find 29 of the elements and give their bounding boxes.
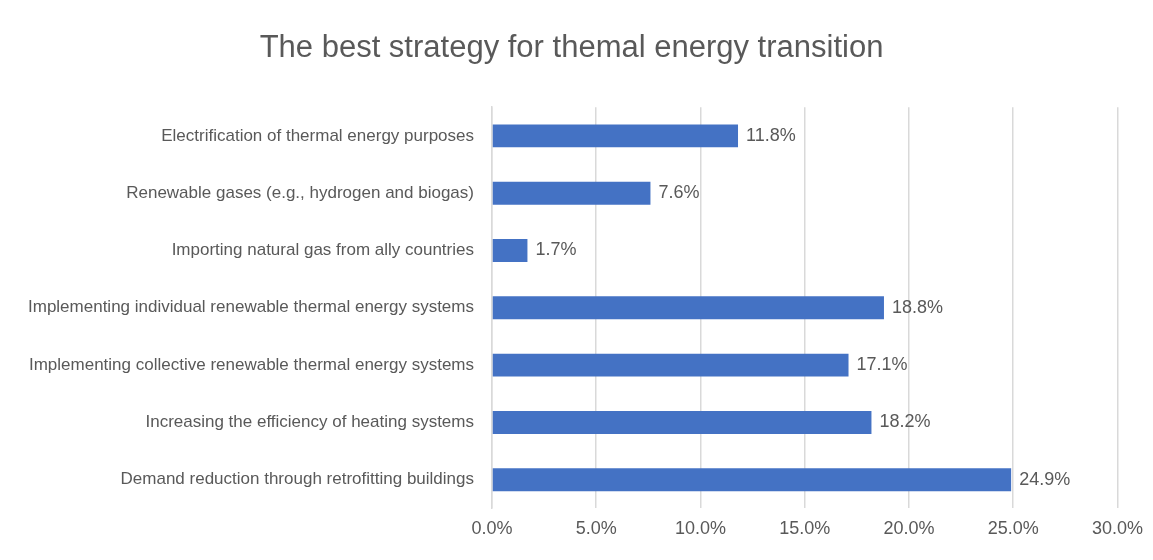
bar [492, 124, 739, 148]
bar [492, 181, 651, 205]
y-tick-label: Implementing individual renewable thermal energy systems [27, 297, 474, 317]
x-tick-label: 30.0% [1091, 518, 1143, 539]
chart-title: The best strategy for themal energy transition [259, 29, 884, 65]
bar [492, 410, 872, 434]
x-tick-label: 5.0% [575, 518, 617, 539]
bar [492, 239, 528, 262]
data-label: 7.6% [658, 182, 700, 203]
data-label: 18.8% [891, 296, 944, 317]
x-tick-label: 10.0% [674, 518, 727, 539]
y-tick-label: Implementing collective renewable thermal energy systems [28, 354, 474, 374]
x-tick-label: 0.0% [471, 518, 513, 539]
bar [492, 353, 849, 377]
y-tick-label: Increasing the efficiency of heating systems [145, 412, 474, 432]
data-label: 18.2% [879, 411, 931, 432]
data-label: 11.8% [746, 124, 796, 145]
data-label: 1.7% [535, 239, 577, 260]
bar [492, 296, 884, 320]
y-tick-label: Electrification of thermal energy purposes [161, 125, 474, 145]
data-label: 17.1% [856, 354, 908, 375]
y-tick-label: Demand reduction through retrofitting buildings [120, 469, 474, 489]
x-tick-label: 20.0% [883, 518, 935, 539]
x-tick-label: 25.0% [987, 518, 1039, 539]
bar [492, 468, 1012, 492]
y-tick-label: Importing natural gas from ally countries [171, 240, 474, 260]
y-tick-label: Renewable gases (e.g., hydrogen and biogas) [126, 182, 474, 202]
data-label: 24.9% [1019, 468, 1071, 489]
x-tick-label: 15.0% [779, 518, 831, 539]
